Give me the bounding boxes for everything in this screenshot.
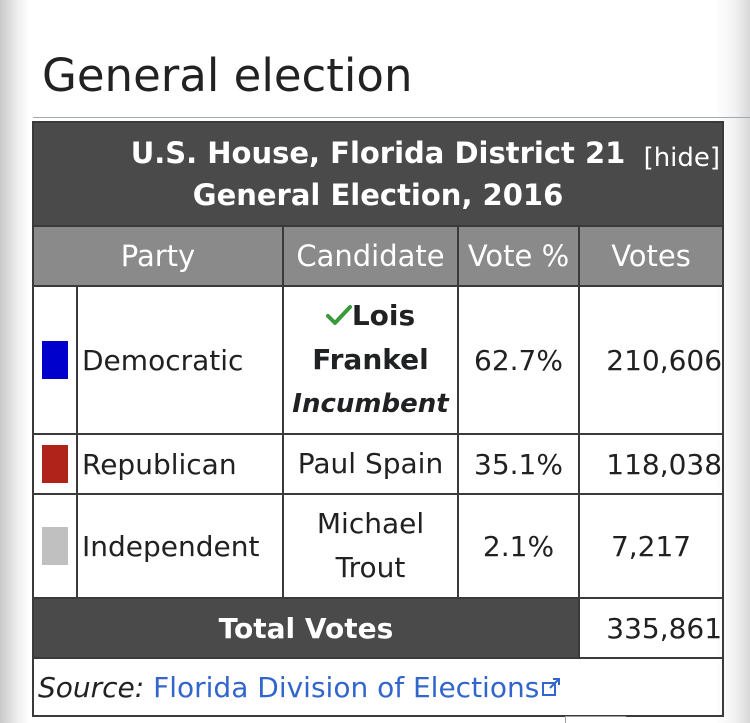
party-color-swatch [42,445,68,483]
vote-count: 7,217 [577,493,725,599]
source-link-text: Florida Division of Elections [153,670,540,704]
vote-percent: 2.1% [457,493,580,599]
heading-divider [33,117,750,118]
table-title-line1: U.S. House, Florida District 21 [130,136,626,170]
source-label: Source: [38,670,145,704]
party-name[interactable]: Republican [76,433,284,495]
column-header-row: Party Candidate Vote % Votes [32,225,725,287]
party-name[interactable]: Independent [76,493,284,599]
candidate-name[interactable]: Paul Spain [282,433,459,495]
candidate-name: Michael Trout [282,493,459,599]
column-header-party: Party [32,225,284,287]
election-results-table: U.S. House, Florida District 21 General … [31,121,725,717]
column-header-votes: Votes [577,225,725,287]
party-color-cell [32,285,78,435]
column-header-vote-percent: Vote % [457,225,580,287]
party-color-cell [32,433,78,495]
party-color-swatch [42,527,68,565]
candidate-first-name: Lois [351,299,416,332]
vote-percent: 62.7% [457,285,580,435]
table-row: Republican Paul Spain 35.1% 118,038 [32,433,725,495]
candidate-last-name: Frankel [312,343,429,376]
incumbent-label: Incumbent [292,389,449,419]
source-cell: Source: Florida Division of Elections [31,657,725,717]
vote-count: 210,606 [577,285,725,435]
table-title-line2: General Election, 2016 [192,178,564,212]
party-color-swatch [42,341,68,379]
candidate-name[interactable]: Lois Frankel [312,299,428,376]
column-header-candidate: Candidate [282,225,459,287]
total-votes-label: Total Votes [32,597,580,659]
hide-toggle-button[interactable]: [hide] [643,143,721,173]
section-heading: General election [42,49,413,102]
candidate-cell: Lois Frankel Incumbent [282,285,459,435]
party-color-cell [32,493,78,599]
table-title: U.S. House, Florida District 21 General … [31,121,725,227]
candidate-first-name: Michael [316,507,425,540]
source-row: Source: Florida Division of Elections [31,657,725,717]
table-row: Independent Michael Trout 2.1% 7,217 [32,493,725,599]
check-icon [325,305,352,325]
external-link-icon [542,677,561,696]
table-row: Democratic Lois Frankel Incumbent 62.7% 2… [32,285,725,435]
candidate-last-name: Trout [335,551,406,584]
vote-count: 118,038 [577,433,725,495]
next-element-edge [565,716,626,723]
total-votes-value: 335,861 [577,597,725,659]
vote-percent: 35.1% [457,433,580,495]
party-name[interactable]: Democratic [76,285,284,435]
source-link[interactable]: Florida Division of Elections [153,671,561,704]
total-row: Total Votes 335,861 [32,597,725,659]
